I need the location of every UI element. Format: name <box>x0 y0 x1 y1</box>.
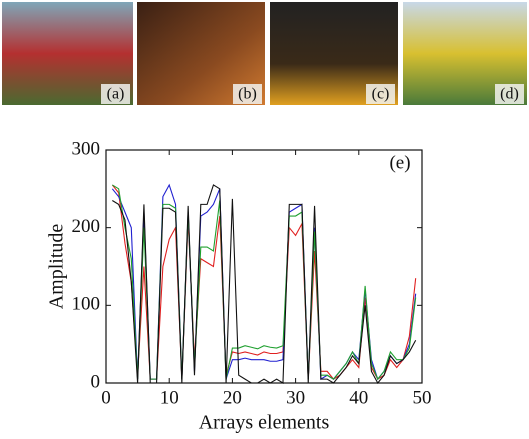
plot-frame <box>105 149 423 384</box>
label-box <box>233 84 262 104</box>
y-tick-label: 0 <box>91 371 101 392</box>
photos <box>2 2 527 105</box>
x-tick-label: 20 <box>223 387 242 408</box>
x-tick-label: 10 <box>160 387 179 408</box>
series-line <box>111 184 417 380</box>
label-box <box>366 84 395 104</box>
x-tick-label: 30 <box>286 387 305 408</box>
series-line <box>112 184 417 384</box>
x-tick-label: 40 <box>349 387 368 408</box>
x-axis-label: Arrays elements <box>199 412 330 434</box>
panel-labels: (a) (b) (c) (d) <box>101 84 524 104</box>
panel-label: (b) <box>238 86 257 103</box>
label-box <box>101 84 130 104</box>
y-axis-label: Amplitude <box>46 224 68 310</box>
series-line <box>112 184 417 381</box>
panel-label: (c) <box>372 86 390 103</box>
plot: 0 10 20 30 40 50 0 100 200 300 (e) Arrays elements A… <box>46 138 432 433</box>
label-box <box>495 84 524 104</box>
panel-label: (a) <box>107 86 125 103</box>
panel-label: (d) <box>500 86 519 103</box>
x-tick-label: 50 <box>413 387 432 408</box>
y-tick-label: 100 <box>72 294 101 315</box>
x-tick-label: 0 <box>101 387 111 408</box>
y-tick-label: 300 <box>72 138 101 159</box>
y-tick-label: 200 <box>72 216 101 237</box>
annotation: (e) <box>389 152 410 173</box>
